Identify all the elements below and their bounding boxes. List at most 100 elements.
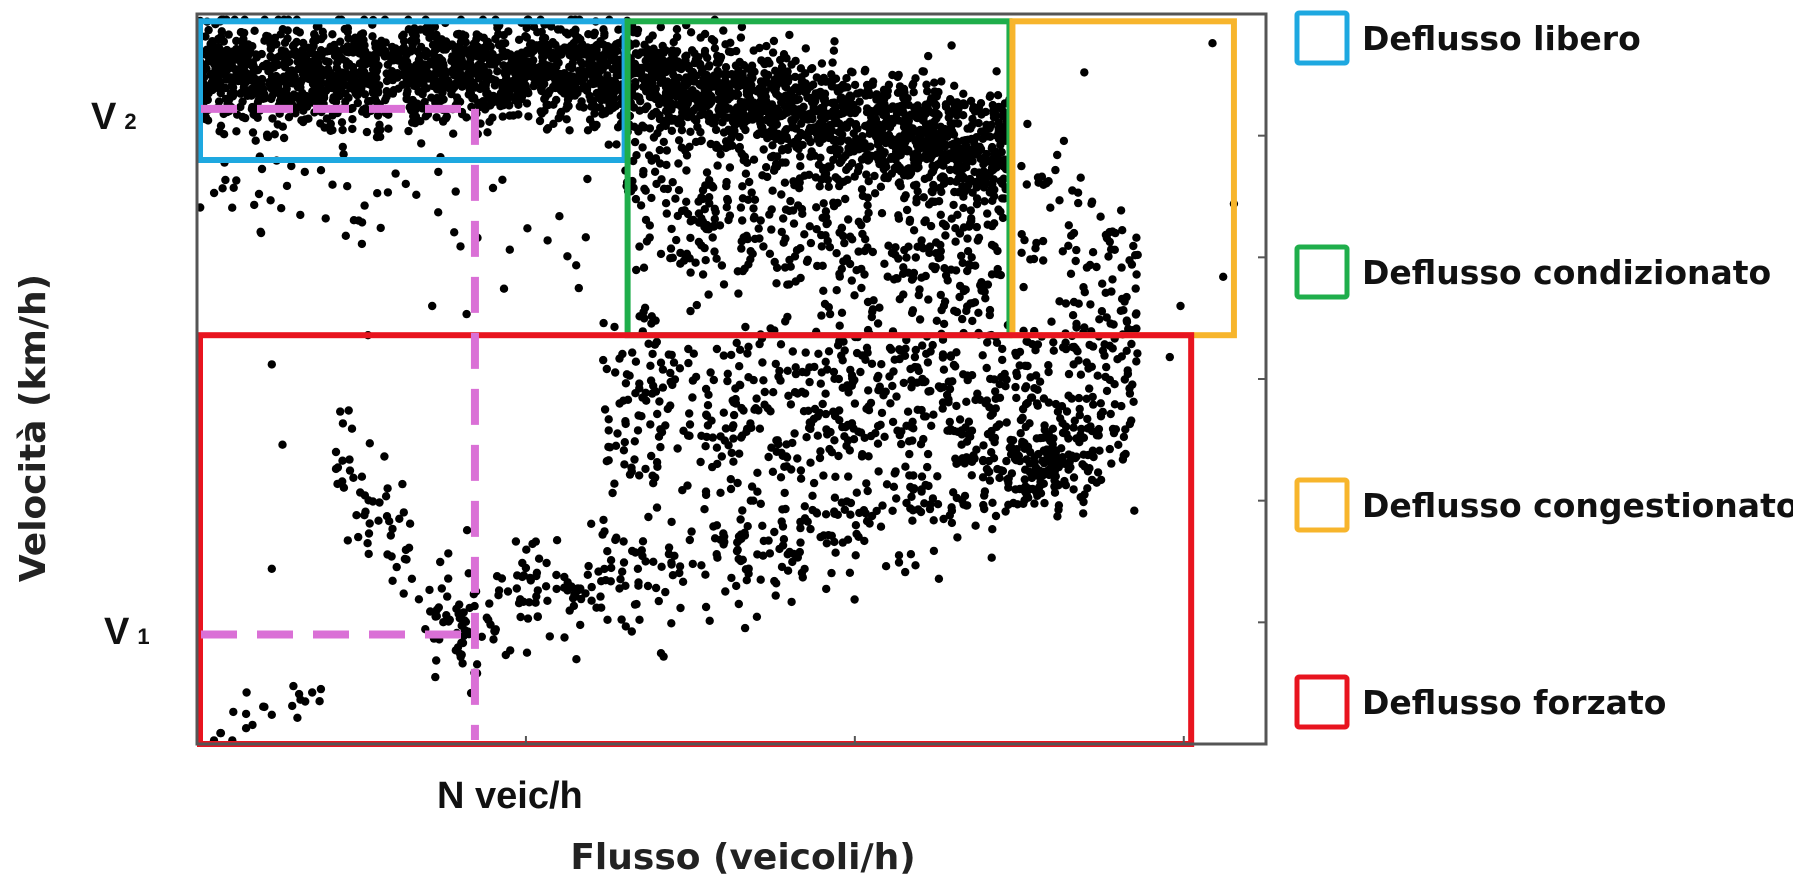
data-point: [924, 51, 933, 61]
data-point: [492, 572, 502, 581]
data-point: [691, 372, 701, 382]
data-point: [1106, 409, 1115, 419]
data-point: [358, 107, 367, 116]
data-point: [621, 419, 630, 429]
data-point: [1079, 497, 1088, 507]
data-point: [917, 405, 926, 415]
data-point: [649, 133, 659, 142]
data-point: [769, 79, 778, 88]
data-point: [762, 163, 771, 172]
data-point: [282, 181, 292, 191]
data-point: [242, 46, 251, 55]
data-point: [955, 415, 965, 424]
data-point: [612, 533, 621, 542]
data-point: [523, 614, 533, 623]
data-point: [386, 531, 395, 540]
data-point: [768, 186, 777, 195]
data-point: [247, 84, 256, 94]
data-point: [727, 573, 736, 583]
data-point: [663, 184, 672, 194]
data-point: [229, 88, 239, 98]
data-point: [386, 72, 395, 81]
data-point: [615, 354, 624, 363]
data-point: [249, 73, 258, 83]
data-point: [806, 524, 815, 534]
data-point: [1074, 198, 1083, 208]
data-point: [785, 30, 794, 40]
data-point: [529, 81, 538, 91]
data-point: [801, 69, 810, 78]
data-point: [838, 383, 847, 392]
data-point: [423, 68, 432, 77]
data-point: [348, 124, 357, 134]
data-point: [1074, 393, 1084, 403]
data-point: [352, 511, 361, 520]
data-point: [217, 27, 226, 36]
data-point: [819, 471, 828, 480]
data-point: [704, 290, 713, 299]
data-point: [881, 136, 891, 145]
data-point: [607, 563, 616, 573]
data-point: [726, 484, 736, 494]
data-point: [824, 347, 834, 356]
data-point: [514, 110, 523, 119]
data-point: [846, 67, 856, 76]
data-point: [647, 85, 656, 94]
data-point: [645, 35, 654, 44]
data-point: [919, 434, 928, 444]
data-point: [328, 30, 337, 39]
data-point: [911, 112, 921, 121]
data-point: [987, 448, 996, 457]
data-point: [927, 421, 936, 430]
data-point: [731, 89, 741, 98]
axis-ticks: [524, 134, 1266, 744]
data-point: [374, 516, 383, 525]
data-point: [716, 432, 725, 441]
data-point: [928, 340, 937, 350]
data-point: [719, 408, 728, 417]
data-point: [521, 563, 531, 573]
data-point: [912, 140, 922, 150]
data-point: [675, 364, 685, 373]
data-point: [990, 375, 999, 384]
data-point: [631, 548, 640, 557]
data-point: [905, 449, 914, 459]
data-point: [831, 548, 840, 557]
data-point: [555, 212, 564, 221]
data-point: [735, 345, 745, 354]
data-point: [675, 63, 685, 73]
data-point: [683, 431, 693, 440]
data-point: [772, 263, 782, 272]
data-point: [426, 607, 435, 616]
data-point: [490, 627, 500, 636]
data-point: [685, 535, 694, 545]
data-point: [388, 524, 397, 534]
data-point: [431, 672, 440, 682]
data-point: [652, 179, 661, 189]
data-point: [543, 236, 552, 245]
data-point: [1082, 358, 1091, 367]
data-point: [736, 203, 746, 212]
data-point: [337, 118, 347, 127]
data-point: [400, 554, 410, 564]
data-point: [996, 466, 1006, 475]
data-point: [666, 98, 675, 108]
data-point: [1083, 467, 1093, 476]
data-point: [786, 262, 795, 271]
data-point: [1117, 401, 1126, 411]
data-point: [892, 392, 901, 401]
data-point: [638, 551, 647, 561]
data-point: [1054, 501, 1064, 510]
data-point: [1068, 311, 1078, 320]
data-point: [945, 417, 954, 427]
data-point: [215, 83, 224, 93]
data-point: [832, 286, 841, 295]
data-point: [596, 592, 605, 601]
data-point: [814, 349, 823, 358]
data-point: [1020, 384, 1030, 393]
data-point: [667, 517, 676, 527]
data-point: [293, 713, 302, 722]
data-point: [686, 217, 695, 226]
data-point: [736, 380, 745, 390]
data-point: [503, 99, 512, 109]
